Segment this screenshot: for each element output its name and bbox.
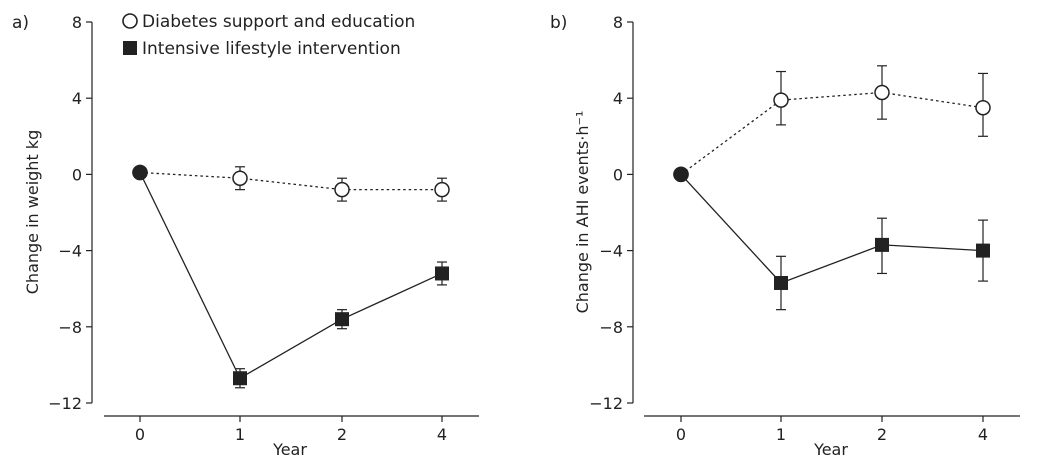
panel-a-x-tick-label: 4 xyxy=(437,425,447,444)
panel-a-series-ili-point xyxy=(335,312,349,327)
panel-b-series-ili-point xyxy=(875,237,889,252)
panel-b-x-tick-label: 0 xyxy=(676,425,686,444)
panel-a-y-tick-label: −12 xyxy=(48,394,82,413)
panel-b-series-ili-line xyxy=(680,173,984,284)
panel-a-series-ili-point xyxy=(435,266,449,281)
panel-a-x-tick-label: 0 xyxy=(135,425,145,444)
panel-a-series-dse-point xyxy=(334,181,350,198)
panel-a-series-dse-line xyxy=(139,171,442,191)
panel-b: b) 8 4 0 −4 −8 −12 0 1 2 4 Year Change in AHI eve… xyxy=(550,13,1020,459)
panel-a-series-dse-point xyxy=(434,181,450,198)
panel-a-x-tick-label: 1 xyxy=(235,425,245,444)
panel-b-y-axis-label: Change in AHI events·h⁻¹ xyxy=(573,111,592,314)
panel-b-series-ili-point xyxy=(673,166,689,183)
panel-a-y-axis-label: Change in weight kg xyxy=(23,130,42,294)
legend-label-dse: Diabetes support and education xyxy=(142,12,415,32)
panel-a-y-tick-label: 0 xyxy=(72,165,82,184)
panel-b-series-dse-point xyxy=(874,84,890,101)
panel-b-x-tick-label: 1 xyxy=(776,425,786,444)
panel-b-y-tick-label: −12 xyxy=(589,394,623,413)
panel-a-series-ili-point xyxy=(132,164,148,181)
panel-a-x-axis-label: Year xyxy=(272,440,307,459)
panel-b-y-tick-label: −4 xyxy=(599,242,623,261)
panel-b-series-dse-line xyxy=(680,91,984,175)
panel-b-series-dse-point xyxy=(773,92,789,108)
panel-a-label: a) xyxy=(12,13,29,33)
legend-label-ili: Intensive lifestyle intervention xyxy=(142,39,401,59)
panel-a-y-tick-label: −8 xyxy=(58,318,82,337)
panel-a-series-dse-point xyxy=(232,170,248,186)
panel-a-y-tick-label: 8 xyxy=(72,13,82,32)
panel-b-label: b) xyxy=(550,13,567,33)
panel-a: a) 8 4 0 −4 −8 −12 0 1 2 4 Diabetes support and e… xyxy=(12,12,479,459)
panel-a-series-ili-line xyxy=(139,172,443,380)
panel-a-x-tick-label: 2 xyxy=(337,425,347,444)
panel-a-legend: Diabetes support and education Intensive… xyxy=(122,12,415,59)
panel-b-y-tick-label: 0 xyxy=(613,165,623,184)
panel-b-y-tick-label: 8 xyxy=(613,13,623,32)
panel-a-y-tick-label: −4 xyxy=(58,242,82,261)
panel-b-x-tick-label: 2 xyxy=(877,425,887,444)
panel-b-y-tick-label: 4 xyxy=(613,89,623,108)
legend-open-circle-icon xyxy=(122,13,138,29)
panel-a-series-ili-point xyxy=(233,371,247,386)
legend-filled-square-icon xyxy=(123,41,137,55)
panel-a-y-tick-label: 4 xyxy=(72,89,82,108)
panel-b-x-axis-label: Year xyxy=(813,440,848,459)
panel-b-x-tick-label: 4 xyxy=(978,425,988,444)
panel-b-series-ili-point xyxy=(774,275,788,290)
panel-b-series-dse-point xyxy=(975,99,991,116)
panel-b-series-ili-point xyxy=(976,243,990,258)
panel-b-y-tick-label: −8 xyxy=(599,318,623,337)
